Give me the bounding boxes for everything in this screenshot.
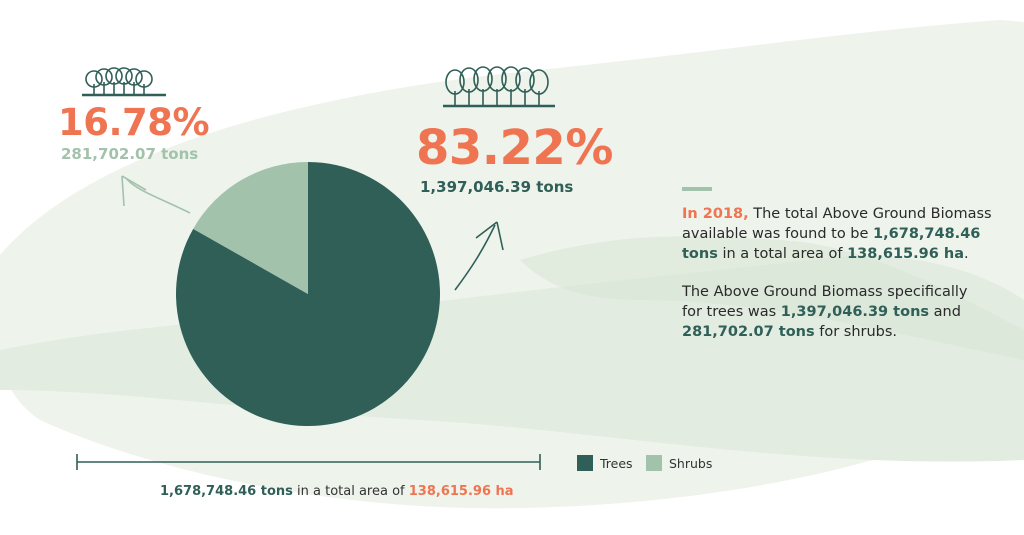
year-label: In 2018, (682, 206, 749, 222)
summary-area: 138,615.96 ha (408, 484, 514, 499)
legend-label-shrubs: Shrubs (669, 456, 713, 471)
description: In 2018, The total Above Ground Biomass … (682, 204, 992, 360)
pie-slices (176, 162, 440, 426)
text: for shrubs. (814, 324, 898, 340)
description-paragraph-2: The Above Ground Biomass specifically fo… (682, 282, 992, 342)
text: The total Above Ground Biomass available… (682, 206, 992, 242)
shrubs-tons: 281,702.07 tons (61, 145, 199, 163)
summary-total: 1,678,748.46 tons (160, 484, 293, 499)
text: . (963, 246, 969, 262)
shrubs-arrow (121, 175, 191, 214)
shrubs-tons-inline: 281,702.07 tons (682, 324, 815, 340)
trees-tons: 1,397,046.39 tons (420, 178, 574, 196)
divider-dash (682, 187, 712, 191)
shrubs-percent: 16.78% (58, 101, 210, 144)
trees-arrow (454, 221, 504, 291)
total-area: 138,615.96 ha (847, 246, 964, 262)
trees-percent: 83.22% (416, 120, 613, 176)
forest-icon (443, 66, 555, 108)
text: and (929, 304, 961, 320)
summary-line: 1,678,748.46 tons in a total area of 138… (160, 484, 514, 499)
description-paragraph-1: In 2018, The total Above Ground Biomass … (682, 204, 992, 264)
legend-label-trees: Trees (600, 456, 633, 471)
summary-text: in a total area of (292, 484, 409, 499)
scale-bar (76, 454, 541, 470)
total-tons: 1,678,748.46 tons (682, 226, 981, 262)
text: The Above Ground Biomass specifically fo… (682, 284, 968, 320)
legend-swatch-shrubs (646, 455, 662, 471)
tree-cluster-icon (82, 67, 166, 97)
legend-swatch-trees (577, 455, 593, 471)
pie-slice-shrubs (193, 162, 308, 294)
text: in a total area of (717, 246, 848, 262)
trees-tons-inline: 1,397,046.39 tons (780, 304, 930, 320)
